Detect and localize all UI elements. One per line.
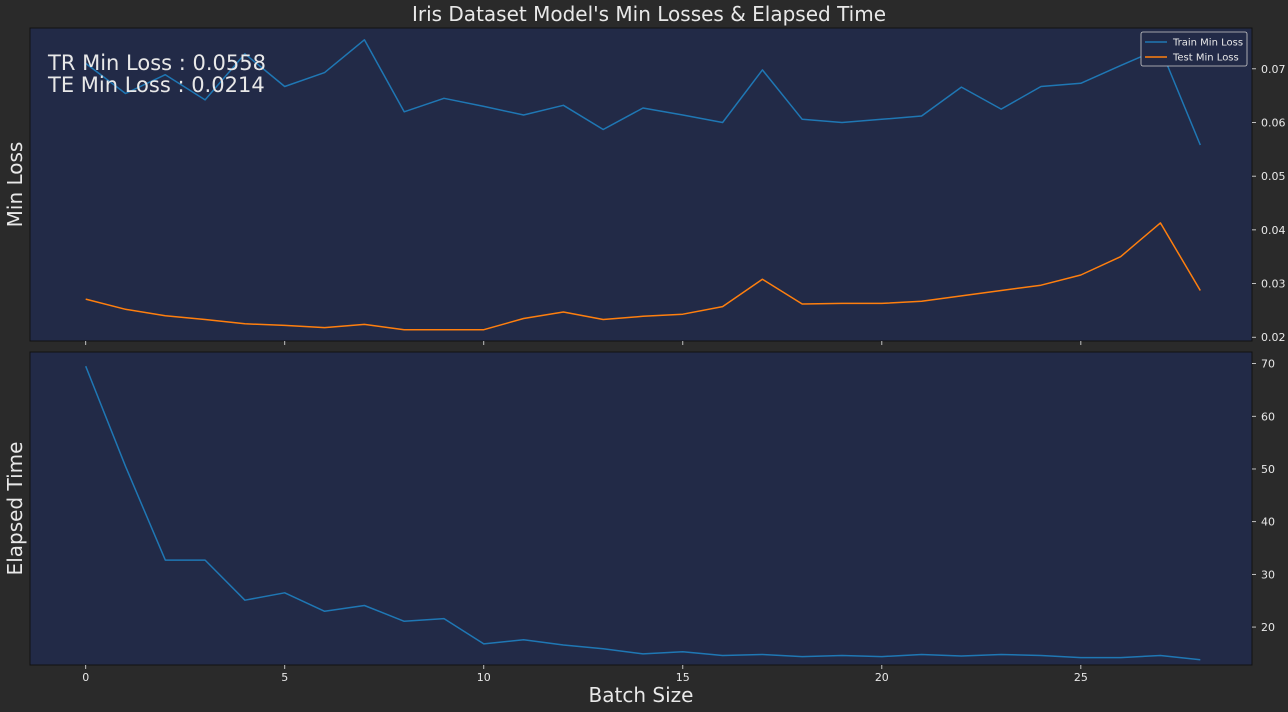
- x-tick-label: 5: [281, 671, 288, 684]
- x-tick-label: 25: [1074, 671, 1088, 684]
- bottom-plot-area: [29, 351, 1253, 666]
- bottom-y-tick-label: 40: [1261, 516, 1275, 529]
- bottom-series-lines: [85, 365, 1201, 661]
- bottom-y-tick-label: 60: [1261, 410, 1275, 423]
- top-y-tick-label: 0.06: [1261, 116, 1286, 129]
- elapsed-time-line: [85, 365, 1201, 661]
- legend-test-label: Test Min Loss: [1172, 53, 1239, 64]
- legend-box: [1140, 31, 1248, 67]
- top-y-tick-label: 0.04: [1261, 224, 1286, 237]
- legend: Train Min Loss Test Min Loss: [1140, 31, 1248, 67]
- x-tick-label: 0: [82, 671, 89, 684]
- top-y-tick-label: 0.05: [1261, 170, 1286, 183]
- top-y-tick-label: 0.03: [1261, 278, 1286, 291]
- test-min-loss-annotation: TE Min Loss : 0.0214: [47, 73, 265, 97]
- test-min-loss-line: [85, 222, 1201, 331]
- bottom-y-tick-label: 50: [1261, 463, 1275, 476]
- legend-train-label: Train Min Loss: [1172, 38, 1243, 49]
- bottom-y-axis-label: Elapsed Time: [3, 442, 27, 576]
- train-min-loss-line: [85, 39, 1201, 146]
- x-tick-label: 20: [875, 671, 889, 684]
- bottom-y-tick-label: 20: [1261, 621, 1275, 634]
- train-min-loss-annotation: TR Min Loss : 0.0558: [47, 51, 266, 75]
- bottom-y-tick-label: 70: [1261, 358, 1275, 371]
- top-y-tick-label: 0.07: [1261, 63, 1286, 76]
- top-axis-ticks: 0.02 0.03 0.04 0.05 0.06 0.07: [85, 63, 1286, 345]
- bottom-y-tick-label: 30: [1261, 568, 1275, 581]
- x-axis-label: Batch Size: [589, 683, 694, 707]
- top-y-axis-label: Min Loss: [3, 142, 27, 228]
- top-y-tick-label: 0.02: [1261, 331, 1286, 344]
- bottom-axes: Elapsed Time 0 5 10 15 20 25 20 30 40 50 60 70 Batc…: [3, 351, 1275, 707]
- top-series-lines: [85, 39, 1201, 331]
- figure-title: Iris Dataset Model's Min Losses & Elapse…: [412, 2, 886, 26]
- x-tick-label: 15: [676, 671, 690, 684]
- top-axes: Min Loss 0.02 0.03 0.04 0.05 0.06 0.07 TR Min…: [3, 27, 1286, 345]
- top-plot-area: [29, 27, 1253, 342]
- bottom-axis-ticks: 0 5 10 15 20 25 20 30 40 50 60 70: [82, 358, 1275, 684]
- x-tick-label: 10: [477, 671, 491, 684]
